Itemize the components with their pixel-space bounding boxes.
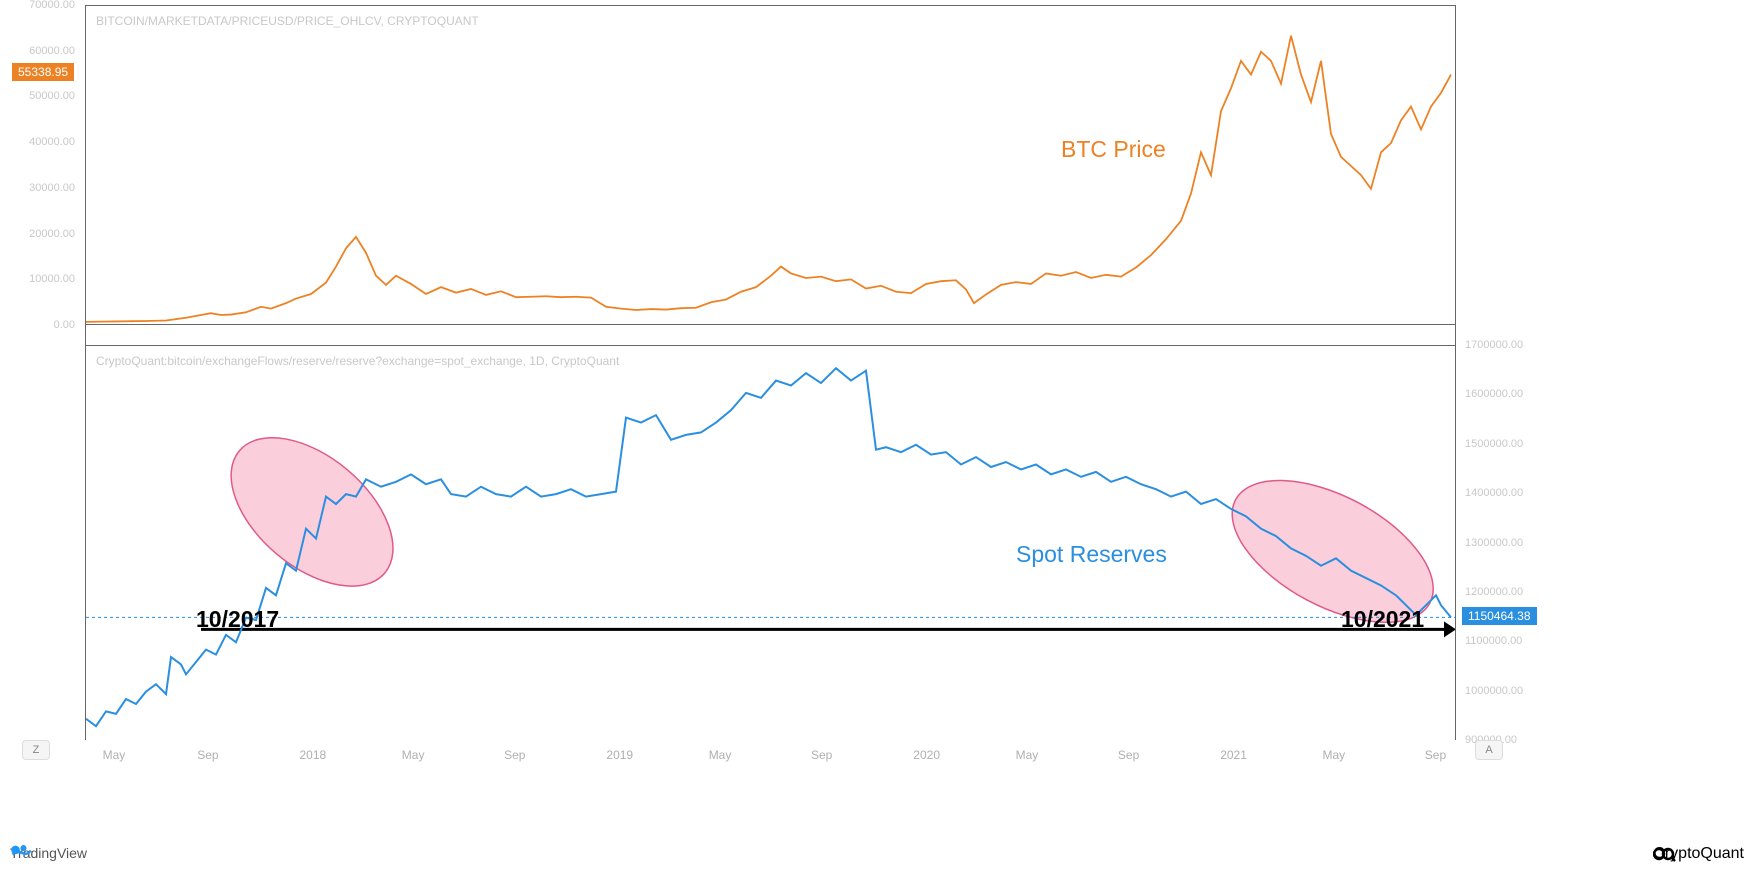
x-tick: 2018 <box>300 748 327 762</box>
top-ytick: 50000.00 <box>10 90 75 102</box>
spot-reserves-label: Spot Reserves <box>1016 541 1167 568</box>
x-tick: Sep <box>1118 748 1139 762</box>
reserves-chart <box>86 346 1456 741</box>
btc-price-label: BTC Price <box>1061 136 1166 163</box>
x-tick: 2019 <box>606 748 633 762</box>
x-tick: 2021 <box>1220 748 1247 762</box>
bot-ytick: 1500000.00 <box>1465 438 1545 450</box>
footer-left: TradingView <box>10 845 87 861</box>
x-tick: May <box>1323 748 1346 762</box>
scale-left-button[interactable]: Z <box>22 740 50 760</box>
bot-ytick: 1300000.00 <box>1465 537 1545 549</box>
right-axis-border <box>1455 5 1456 740</box>
chart-container: BITCOIN/MARKETDATA/PRICEUSD/PRICE_OHLCV,… <box>0 0 1764 893</box>
btc-price-badge: 55338.95 <box>12 63 74 81</box>
x-tick: Sep <box>1425 748 1446 762</box>
bot-ytick: 1100000.00 <box>1465 635 1545 647</box>
x-tick: May <box>709 748 732 762</box>
x-tick: Sep <box>504 748 525 762</box>
bot-ytick: 1700000.00 <box>1465 339 1545 351</box>
top-ytick: 0.00 <box>10 319 75 331</box>
date-start-label: 10/2017 <box>196 606 279 633</box>
top-ytick: 30000.00 <box>10 182 75 194</box>
x-tick: Sep <box>811 748 832 762</box>
bot-ytick: 1000000.00 <box>1465 685 1545 697</box>
top-ytick: 60000.00 <box>10 45 75 57</box>
date-end-label: 10/2021 <box>1341 606 1424 633</box>
bot-ytick: 1200000.00 <box>1465 586 1545 598</box>
reserves-badge: 1150464.38 <box>1462 607 1537 625</box>
top-ytick: 70000.00 <box>10 0 75 11</box>
top-ytick: 40000.00 <box>10 136 75 148</box>
top-ytick: 10000.00 <box>10 273 75 285</box>
x-tick: May <box>103 748 126 762</box>
scale-right-button[interactable]: A <box>1475 740 1503 760</box>
btc-price-chart <box>86 6 1456 326</box>
x-tick: May <box>402 748 425 762</box>
footer-right: CryptoQuant <box>1653 845 1744 863</box>
plot-area[interactable]: BITCOIN/MARKETDATA/PRICEUSD/PRICE_OHLCV,… <box>85 5 1455 740</box>
bottom-panel: CryptoQuant:bitcoin/exchangeFlows/reserv… <box>86 345 1455 740</box>
top-panel: BITCOIN/MARKETDATA/PRICEUSD/PRICE_OHLCV,… <box>86 5 1455 325</box>
bot-ytick: 1600000.00 <box>1465 388 1545 400</box>
bot-ytick: 1400000.00 <box>1465 487 1545 499</box>
x-tick: May <box>1016 748 1039 762</box>
x-tick: 2020 <box>913 748 940 762</box>
top-ytick: 20000.00 <box>10 228 75 240</box>
cryptoquant-icon <box>1653 845 1677 863</box>
tradingview-icon <box>10 844 32 862</box>
x-tick: Sep <box>197 748 218 762</box>
